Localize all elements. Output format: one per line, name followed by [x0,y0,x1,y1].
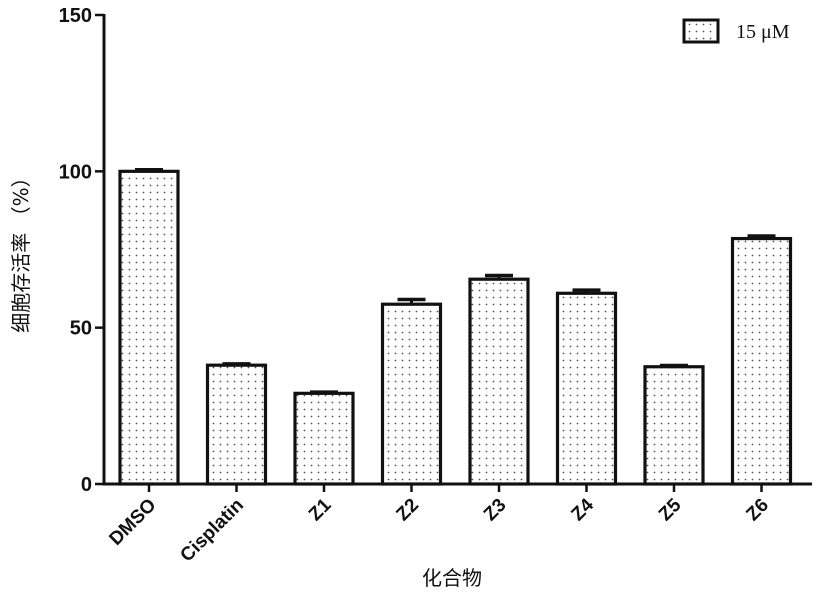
x-tick-label-dmso: DMSO [105,495,160,550]
x-tick-label-cisplatin: Cisplatin [176,495,248,567]
x-tick-label-z2: Z2 [392,495,423,526]
x-tick-label-z5: Z5 [655,494,686,525]
bar-z5 [643,365,705,486]
y-axis-title: 细胞存活率 （%） [9,167,33,332]
x-axis-title: 化合物 [422,566,482,590]
bar-z6 [730,236,793,486]
bar-dmso [118,169,180,486]
y-tick-label: 0 [81,474,92,496]
legend-swatch [682,18,720,44]
x-tick-label-z4: Z4 [567,494,598,525]
y-tick-label: 100 [59,161,92,183]
y-tick-label: 150 [59,5,92,27]
x-tick-label-z6: Z6 [742,495,773,526]
bar-z1 [293,391,355,486]
bar-z3 [468,277,530,486]
y-tick-label: 50 [70,318,92,340]
x-tick-label-z3: Z3 [480,495,511,526]
bar-z4 [555,291,618,486]
bar-cisplatin [205,363,268,486]
legend: 15 μM [682,18,790,44]
legend-label: 15 μM [736,21,790,43]
bar-z2 [380,302,443,486]
x-tick-label-z1: Z1 [305,494,336,525]
